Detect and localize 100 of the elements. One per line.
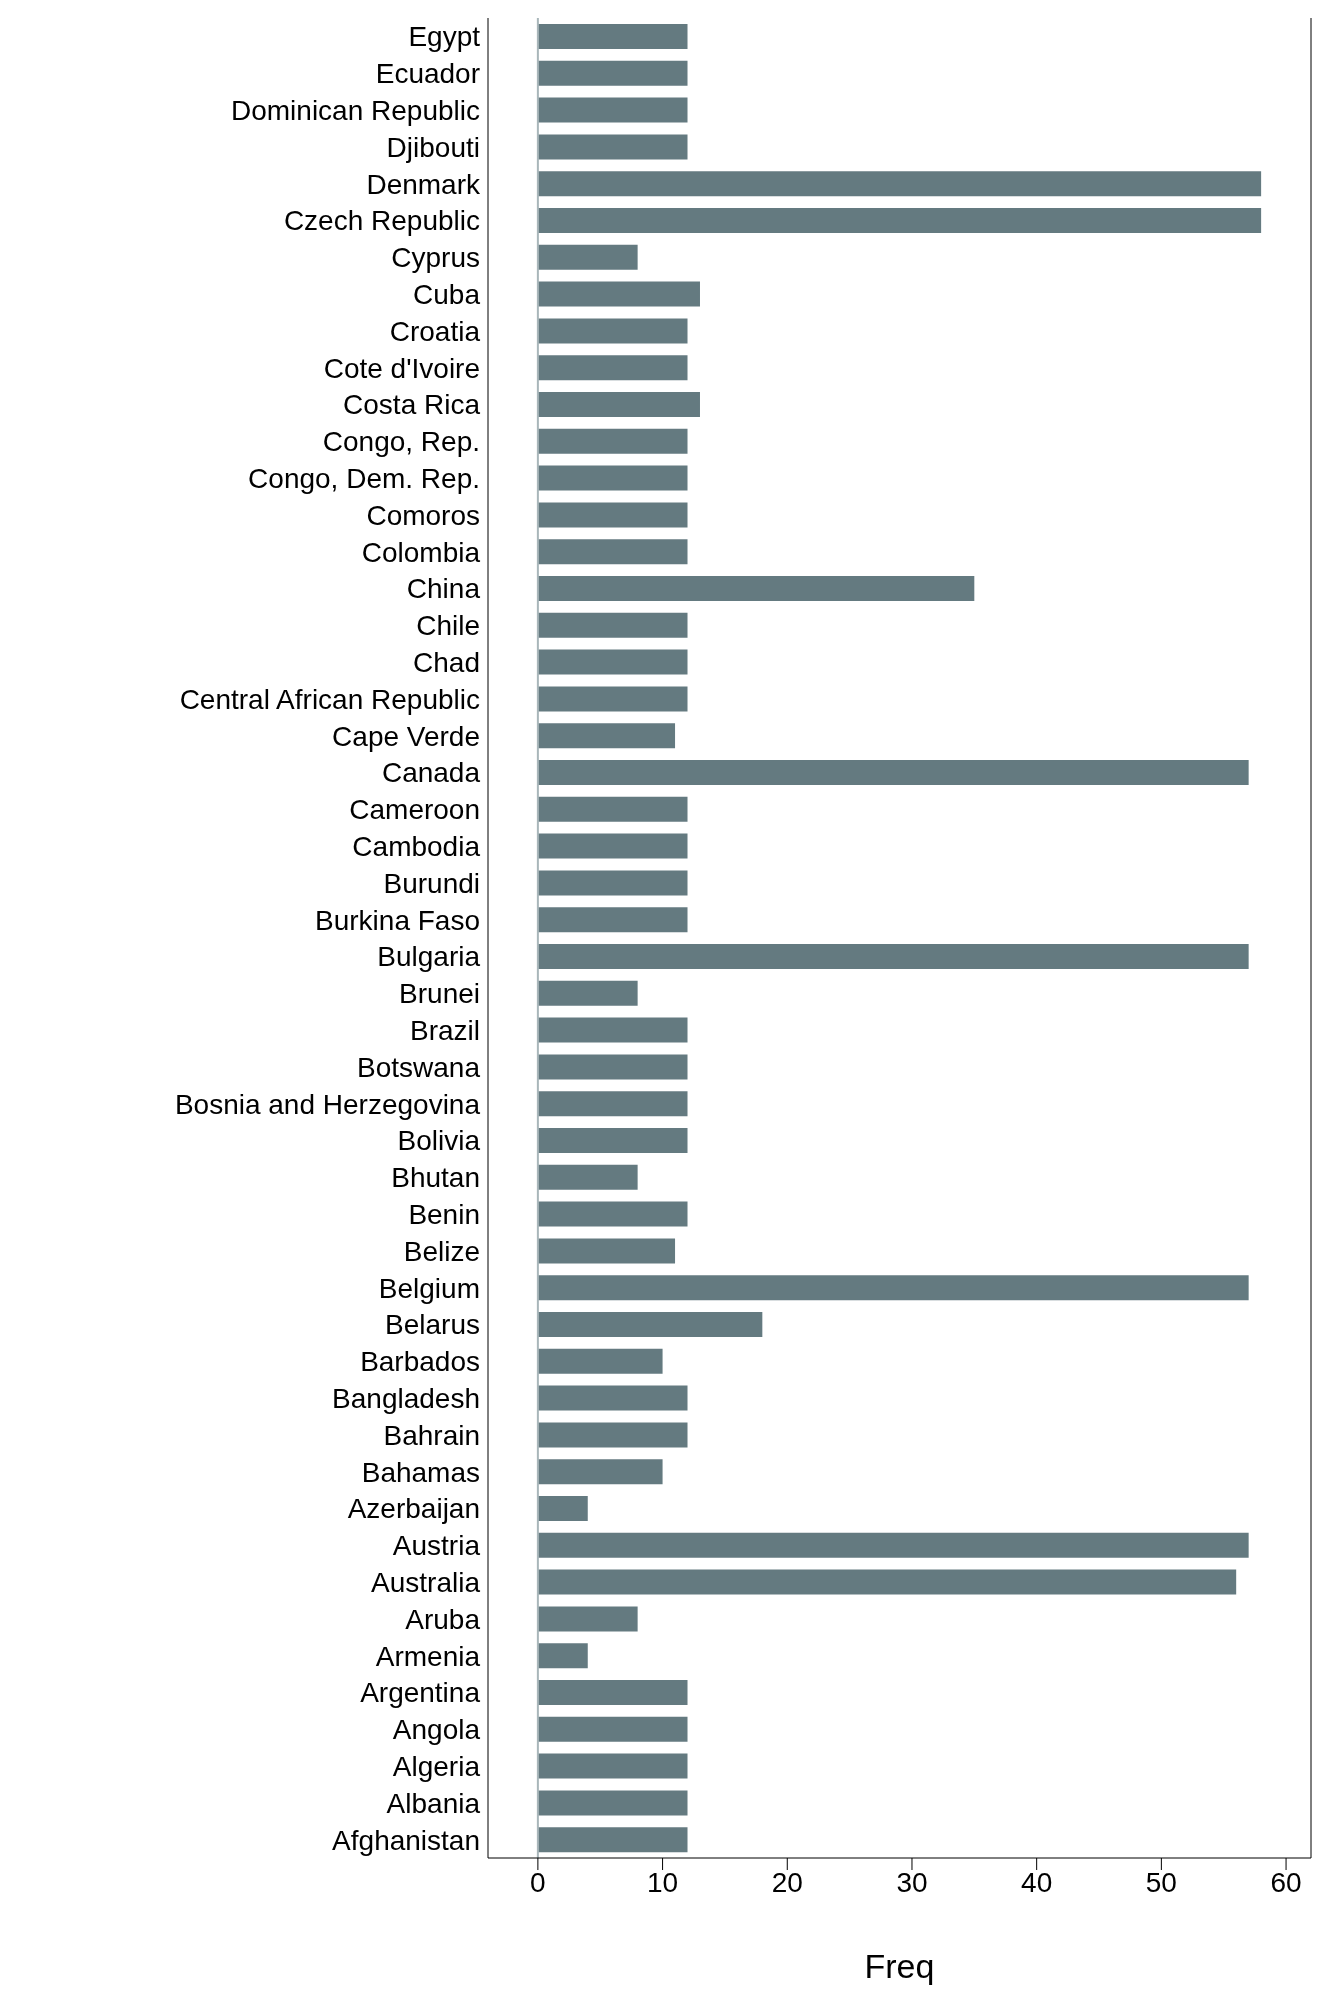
y-tick-label: Botswana — [357, 1051, 481, 1083]
bar — [537, 281, 700, 307]
bar — [537, 1348, 663, 1374]
bar — [537, 649, 688, 675]
y-tick-label: Comoros — [366, 499, 480, 531]
y-tick-label: Bangladesh — [332, 1382, 480, 1414]
y-tick-label: Algeria — [392, 1750, 481, 1782]
bar — [537, 1054, 688, 1080]
y-tick-label: Bahamas — [361, 1456, 480, 1488]
y-tick-label: Angola — [392, 1714, 481, 1746]
y-tick-label: Brunei — [399, 978, 480, 1010]
bar — [537, 1091, 688, 1117]
bar — [537, 907, 688, 933]
bar — [537, 392, 700, 417]
y-tick-label: Barbados — [360, 1346, 480, 1378]
bar — [537, 502, 688, 528]
bar — [537, 1459, 663, 1485]
y-tick-label: Bosnia and Herzegovina — [174, 1088, 481, 1120]
bar — [537, 723, 676, 749]
x-tick-label: 40 — [1021, 1866, 1053, 1898]
y-tick-label: Burkina Faso — [315, 904, 480, 936]
y-tick-label: Albania — [386, 1787, 481, 1819]
bar — [537, 796, 688, 822]
y-tick-label: Congo, Dem. Rep. — [248, 462, 480, 494]
y-tick-label: Cambodia — [352, 830, 481, 862]
y-tick-label: Benin — [408, 1198, 480, 1230]
x-tick-label: 10 — [647, 1866, 679, 1898]
bar — [537, 1827, 688, 1853]
bar — [537, 1312, 763, 1337]
y-tick-label: Canada — [381, 757, 481, 789]
y-tick-label: Costa Rica — [343, 389, 481, 421]
y-tick-label: Azerbaijan — [347, 1493, 480, 1525]
x-tick-label: 50 — [1145, 1866, 1177, 1898]
bar — [537, 1422, 688, 1448]
y-tick-label: Chile — [416, 610, 480, 642]
y-tick-label: Bahrain — [383, 1419, 480, 1451]
bar — [537, 1238, 676, 1264]
y-tick-label: Cape Verde — [332, 720, 480, 752]
y-tick-label: Austria — [392, 1530, 481, 1562]
bar — [537, 1606, 638, 1632]
y-tick-label: Burundi — [383, 867, 480, 899]
x-tick-label: 30 — [896, 1866, 928, 1898]
bar — [537, 465, 688, 491]
bar — [537, 1385, 688, 1411]
bar — [537, 1569, 1237, 1595]
x-axis-title: Freq — [864, 1947, 935, 1985]
bar — [537, 833, 688, 859]
x-tick-label: 0 — [530, 1866, 546, 1898]
y-tick-label: Belize — [403, 1235, 480, 1267]
bar — [537, 318, 688, 344]
y-tick-label: Belarus — [385, 1309, 480, 1341]
bar — [537, 1643, 588, 1669]
y-tick-label: Czech Republic — [283, 205, 480, 237]
bar — [537, 1532, 1249, 1558]
y-tick-label: Cameroon — [349, 794, 480, 826]
y-tick-label: Cyprus — [391, 242, 480, 274]
y-tick-label: Croatia — [389, 315, 481, 347]
y-tick-label: Egypt — [408, 21, 481, 53]
y-tick-label: Armenia — [375, 1640, 481, 1672]
bar — [537, 944, 1249, 969]
bar — [537, 686, 688, 712]
bar — [537, 60, 688, 86]
bar — [537, 97, 688, 123]
y-tick-label: Congo, Rep. — [322, 426, 480, 458]
bar — [537, 244, 638, 270]
y-tick-label: China — [406, 573, 481, 605]
bar — [537, 1201, 688, 1227]
y-tick-label: Ecuador — [375, 58, 480, 90]
y-tick-label: Cote d'Ivoire — [323, 352, 480, 384]
bar — [537, 171, 1262, 197]
bar — [537, 1716, 688, 1742]
bar — [537, 1017, 688, 1043]
bar — [537, 760, 1249, 785]
y-tick-label: Cuba — [413, 278, 481, 310]
bar — [537, 1680, 688, 1705]
bar — [537, 539, 688, 565]
y-tick-label: Chad — [413, 646, 480, 678]
y-tick-label: Belgium — [378, 1272, 480, 1304]
bar — [537, 1164, 638, 1190]
y-tick-label: Bolivia — [397, 1125, 481, 1157]
y-tick-label: Denmark — [366, 168, 481, 200]
bar — [537, 1790, 688, 1816]
y-tick-label: Brazil — [409, 1014, 480, 1046]
y-tick-label: Bulgaria — [377, 941, 481, 973]
y-tick-label: Afghanistan — [332, 1824, 480, 1856]
bar — [537, 612, 688, 638]
bar — [537, 576, 975, 601]
bar — [537, 134, 688, 160]
y-tick-label: Central African Republic — [179, 683, 480, 715]
y-tick-label: Colombia — [361, 536, 481, 568]
bar — [537, 24, 688, 49]
y-tick-label: Djibouti — [386, 131, 480, 163]
bar — [537, 870, 688, 896]
y-tick-label: Dominican Republic — [230, 94, 480, 126]
bar — [537, 1496, 588, 1521]
y-tick-label: Bhutan — [391, 1162, 480, 1194]
bar — [537, 1753, 688, 1779]
y-tick-label: Aruba — [405, 1603, 481, 1635]
x-tick-label: 60 — [1270, 1866, 1302, 1898]
bar — [537, 428, 688, 454]
